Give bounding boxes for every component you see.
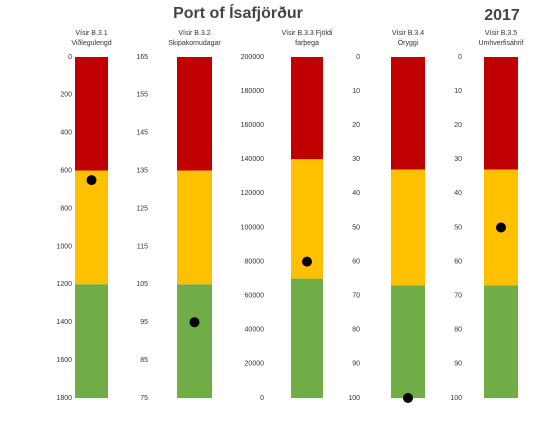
y-tick-label: 90 bbox=[454, 361, 462, 368]
y-tick-label: 40 bbox=[352, 190, 360, 197]
y-tick-label: 800 bbox=[60, 205, 72, 212]
band bbox=[75, 170, 108, 285]
y-tick-label: 70 bbox=[352, 293, 360, 300]
y-tick-label: 0 bbox=[458, 54, 462, 61]
y-tick-label: 40000 bbox=[245, 327, 265, 334]
year-label: 2017 bbox=[484, 7, 520, 24]
y-tick-label: 0 bbox=[260, 395, 264, 402]
y-tick-label: 600 bbox=[60, 168, 72, 175]
y-tick-label: 60 bbox=[352, 258, 360, 265]
panel-title: Vísir B.3.4 bbox=[392, 30, 424, 37]
band bbox=[177, 170, 212, 285]
y-tick-label: 155 bbox=[136, 92, 148, 99]
y-tick-label: 50 bbox=[352, 224, 360, 231]
y-tick-label: 80 bbox=[454, 327, 462, 334]
y-tick-label: 10 bbox=[454, 88, 462, 95]
y-tick-label: 20 bbox=[454, 122, 462, 129]
y-tick-label: 200 bbox=[60, 92, 72, 99]
y-tick-label: 80000 bbox=[245, 258, 265, 265]
y-tick-label: 60 bbox=[454, 258, 462, 265]
y-tick-label: 160000 bbox=[241, 122, 264, 129]
y-tick-label: 50 bbox=[454, 224, 462, 231]
y-tick-label: 100 bbox=[450, 395, 462, 402]
band bbox=[177, 57, 212, 171]
y-tick-label: 135 bbox=[136, 168, 148, 175]
y-tick-label: 100000 bbox=[241, 224, 264, 231]
y-tick-label: 70 bbox=[454, 293, 462, 300]
y-tick-label: 400 bbox=[60, 130, 72, 137]
y-tick-label: 20 bbox=[352, 122, 360, 129]
band bbox=[177, 284, 212, 398]
y-tick-label: 30 bbox=[454, 156, 462, 163]
chart-title: Port of Ísafjörður bbox=[173, 3, 303, 22]
y-tick-label: 80 bbox=[352, 327, 360, 334]
band bbox=[75, 57, 108, 171]
panel-title: Öryggi bbox=[398, 39, 419, 47]
y-tick-label: 1400 bbox=[56, 319, 72, 326]
band bbox=[484, 285, 518, 398]
panel-title: Vísir B.3.2 bbox=[178, 30, 210, 37]
y-tick-label: 200000 bbox=[241, 54, 264, 61]
y-tick-label: 0 bbox=[68, 54, 72, 61]
y-tick-label: 10 bbox=[352, 88, 360, 95]
value-marker bbox=[302, 256, 312, 267]
y-tick-label: 0 bbox=[356, 54, 360, 61]
panel-title: Viðlegulengd bbox=[71, 39, 111, 47]
band bbox=[391, 169, 425, 286]
value-marker bbox=[86, 175, 97, 186]
band bbox=[484, 57, 518, 170]
y-tick-label: 105 bbox=[136, 281, 148, 288]
y-tick-label: 180000 bbox=[241, 88, 264, 95]
y-tick-label: 40 bbox=[454, 190, 462, 197]
y-tick-label: 165 bbox=[136, 54, 148, 61]
y-tick-label: 90 bbox=[352, 361, 360, 368]
y-tick-label: 1600 bbox=[56, 357, 72, 364]
value-marker bbox=[189, 317, 200, 328]
y-tick-label: 100 bbox=[348, 395, 360, 402]
y-tick-label: 75 bbox=[140, 395, 148, 402]
band bbox=[291, 278, 323, 398]
value-marker bbox=[403, 393, 413, 403]
panel-title: Vísir B.3.3 Fjöldi bbox=[282, 30, 333, 37]
band bbox=[391, 285, 425, 398]
y-tick-label: 85 bbox=[140, 357, 148, 364]
y-tick-label: 20000 bbox=[245, 361, 265, 368]
value-marker bbox=[496, 222, 506, 233]
y-tick-label: 140000 bbox=[241, 156, 264, 163]
y-tick-label: 125 bbox=[136, 205, 148, 212]
band bbox=[391, 57, 425, 170]
y-tick-label: 115 bbox=[137, 243, 148, 250]
band bbox=[291, 57, 323, 160]
panel-title: farþega bbox=[295, 40, 319, 47]
y-tick-label: 95 bbox=[140, 319, 148, 326]
panel-title: Vísir B.3.1 bbox=[75, 30, 107, 37]
y-tick-label: 1800 bbox=[56, 395, 72, 402]
y-tick-label: 1200 bbox=[56, 281, 72, 288]
panel-title: Vísir B.3.5 bbox=[485, 30, 517, 37]
panel-title: Umhverfisáhrif bbox=[478, 40, 523, 47]
y-tick-label: 60000 bbox=[245, 293, 265, 300]
y-tick-label: 120000 bbox=[241, 190, 264, 197]
y-tick-label: 145 bbox=[136, 130, 148, 137]
y-tick-label: 30 bbox=[352, 156, 360, 163]
panel-title: Skipakomudagar bbox=[168, 40, 221, 47]
y-tick-label: 1000 bbox=[56, 243, 72, 250]
band bbox=[75, 284, 108, 398]
